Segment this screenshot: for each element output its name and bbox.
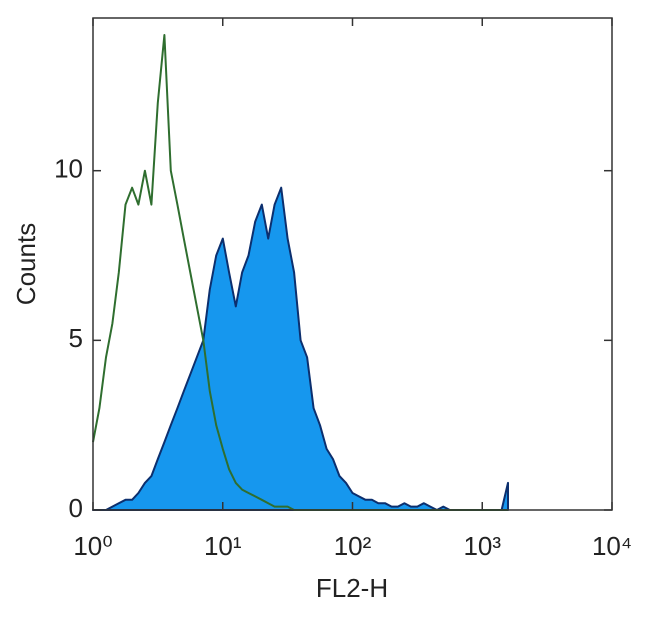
y-tick-label: 10 [54,154,83,184]
x-tick-label: 10⁰ [73,531,112,561]
x-tick-label: 10⁴ [592,531,632,561]
x-tick-label: 10² [334,531,372,561]
x-axis-label: FL2-H [316,573,388,603]
y-axis-label: Counts [11,223,41,305]
x-tick-label: 10³ [463,531,501,561]
x-tick-label: 10¹ [204,531,242,561]
histogram-area [92,186,509,511]
y-tick-label: 5 [69,323,83,353]
y-tick-label: 0 [69,493,83,523]
